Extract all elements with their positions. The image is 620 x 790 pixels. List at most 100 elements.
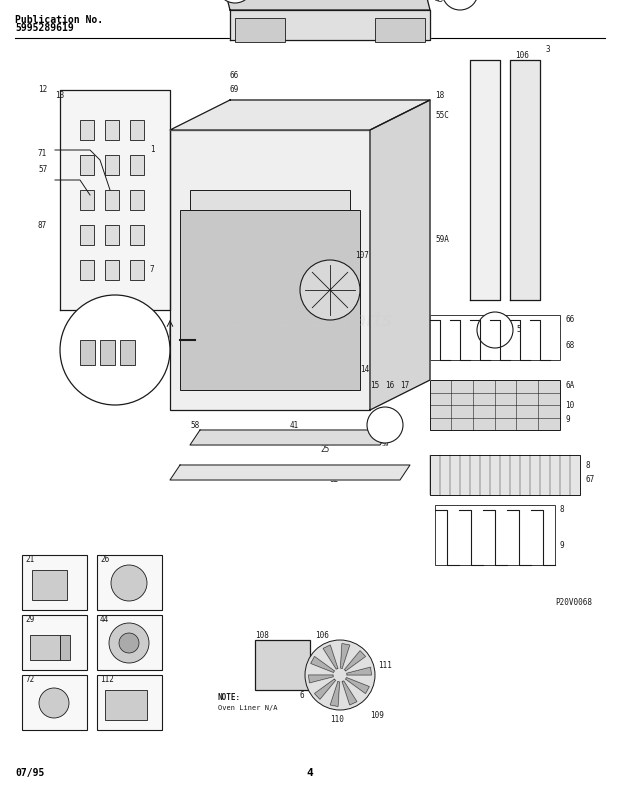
Bar [105,190,119,210]
Text: 112: 112 [100,675,114,684]
Bar [430,315,560,360]
Text: P20V0068: P20V0068 [555,598,592,607]
Text: 9: 9 [565,416,570,424]
Circle shape [111,565,147,601]
Bar [80,340,95,365]
Circle shape [60,295,170,405]
Polygon shape [347,668,371,675]
Text: 6A: 6A [565,381,574,389]
Text: 55C: 55C [435,111,449,119]
Bar [430,455,580,495]
Text: 66: 66 [565,315,574,325]
Bar [60,635,70,660]
Text: 8: 8 [560,506,565,514]
Text: 16: 16 [385,381,394,389]
Polygon shape [330,682,340,706]
Bar [105,260,119,280]
Text: 59A: 59A [435,235,449,244]
Text: 4: 4 [307,768,313,778]
Text: 14: 14 [360,366,370,374]
Bar [32,570,67,600]
Polygon shape [470,60,500,300]
Text: BODY: BODY [296,32,324,42]
Text: 3: 3 [545,46,549,55]
Bar [435,505,555,565]
Bar [105,690,147,720]
Bar [80,260,94,280]
Text: 110: 110 [330,716,344,724]
Bar [22,555,87,610]
Text: 25: 25 [320,446,329,454]
Text: 72: 72 [25,675,34,684]
Text: 5: 5 [493,325,497,334]
Text: 111: 111 [378,660,392,669]
Text: 44: 44 [100,615,109,625]
Text: 58: 58 [190,420,199,430]
Bar [100,340,115,365]
Circle shape [109,623,149,663]
Polygon shape [60,90,170,310]
Text: 62: 62 [150,366,159,374]
Bar [80,225,94,245]
Text: 66: 66 [230,70,239,80]
Text: 9: 9 [560,540,565,550]
Polygon shape [170,100,430,130]
Bar [120,340,135,365]
Text: 67: 67 [585,476,594,484]
Text: Oven Liner N/A: Oven Liner N/A [218,705,278,711]
Text: 107: 107 [355,250,369,259]
Text: 8: 8 [585,461,590,469]
Bar [97,615,162,670]
Circle shape [367,407,403,443]
Text: 57: 57 [38,165,47,175]
Bar [80,190,94,210]
Polygon shape [170,465,410,480]
Text: 07/95: 07/95 [15,768,45,778]
Bar [105,155,119,175]
Circle shape [305,640,375,710]
Bar [130,120,144,140]
Bar [80,155,94,175]
Bar [130,225,144,245]
Text: 41: 41 [290,420,299,430]
Text: 59: 59 [381,420,389,430]
Circle shape [39,688,69,718]
Text: NOTE:: NOTE: [218,693,241,702]
Bar [22,675,87,730]
Bar [255,640,310,690]
Polygon shape [342,681,357,705]
Bar [30,635,60,660]
Text: 68: 68 [565,340,574,349]
Bar [130,190,144,210]
Text: 59A: 59A [350,0,364,5]
Text: eplacementParts: eplacementParts [228,310,392,329]
Text: 82: 82 [110,300,120,310]
Text: 106: 106 [315,630,329,639]
Polygon shape [314,679,335,699]
Text: 69: 69 [230,85,239,95]
Circle shape [300,260,360,320]
Text: 71: 71 [37,149,46,157]
Text: 13: 13 [55,91,64,100]
Bar [130,260,144,280]
Text: FEF387CC: FEF387CC [286,15,334,25]
Text: 106: 106 [515,51,529,59]
Bar [22,615,87,670]
Text: 82: 82 [330,476,339,484]
Polygon shape [311,656,334,672]
Bar [235,18,285,42]
Text: 1: 1 [150,145,154,155]
Bar [97,675,162,730]
Text: 45: 45 [435,0,445,5]
Circle shape [477,312,513,348]
Polygon shape [323,645,338,669]
Polygon shape [345,651,365,671]
Circle shape [442,0,478,10]
Text: Publication No.: Publication No. [15,15,103,25]
Text: 12: 12 [38,85,47,95]
Circle shape [217,0,253,3]
Polygon shape [309,675,333,683]
Text: 5995289619: 5995289619 [15,23,74,33]
Text: 62: 62 [110,381,120,389]
Bar [170,130,370,410]
